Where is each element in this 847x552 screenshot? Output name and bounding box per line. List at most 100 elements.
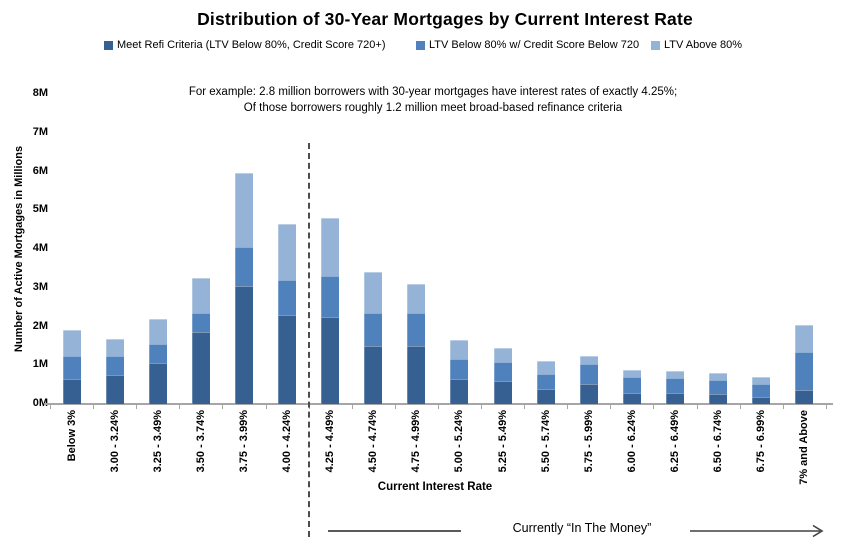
- y-tick-label: 5M: [32, 203, 48, 216]
- bar-segment: [278, 280, 297, 315]
- bar-segment: [407, 283, 426, 313]
- x-tick-label: 3.75 - 3.99%: [237, 410, 250, 473]
- y-tick-label: 0M: [32, 397, 48, 409]
- bar-stack: [364, 272, 383, 404]
- x-axis-tick: [222, 405, 224, 409]
- bar-segment: [234, 285, 253, 404]
- x-tick-label: 6.00 - 6.24%: [625, 410, 638, 473]
- bar-segment: [278, 223, 297, 280]
- bar-stack: [105, 338, 124, 404]
- x-axis-tick: [394, 405, 396, 409]
- legend-swatch-meet-refi-icon: [104, 40, 113, 50]
- bar-segment: [665, 393, 684, 404]
- bar-stack: [579, 355, 598, 404]
- bar-segment: [622, 377, 641, 394]
- x-tick-label: 3.00 - 3.24%: [108, 410, 121, 473]
- chart-title: Distribution of 30-Year Mortgages by Cur…: [197, 9, 693, 29]
- x-tick-label: 6.50 - 6.74%: [712, 410, 725, 473]
- bar-stack: [665, 371, 684, 404]
- bar-segment: [321, 276, 340, 317]
- bar-stack: [536, 360, 555, 404]
- bar-segment: [795, 324, 814, 352]
- in-the-money-label: Currently “In The Money”: [512, 521, 652, 535]
- bar-segment: [579, 383, 598, 404]
- bar-segment: [321, 316, 340, 404]
- y-tick-label: 2M: [32, 319, 48, 332]
- x-axis-tick: [93, 405, 95, 409]
- legend-label-ltv-above-80: LTV Above 80%: [664, 39, 743, 51]
- bar-segment: [105, 374, 124, 404]
- bar-stack: [709, 373, 728, 404]
- x-tick-label: 3.25 - 3.49%: [151, 410, 164, 473]
- bar-segment: [622, 369, 641, 378]
- x-axis-title: Current Interest Rate: [377, 481, 493, 493]
- bar-segment: [278, 314, 297, 404]
- bar-stack: [752, 377, 771, 404]
- x-tick-label: 4.00 - 4.24%: [281, 410, 294, 473]
- bar-segment: [579, 355, 598, 364]
- x-tick-label: 5.50 - 5.74%: [539, 410, 552, 473]
- bar-stack: [321, 218, 340, 404]
- y-tick-label: 4M: [32, 242, 48, 254]
- bar-segment: [450, 378, 469, 404]
- x-tick-label: 6.75 - 6.99%: [755, 410, 768, 473]
- legend-item-meet-refi: Meet Refi Criteria (LTV Below 80%, Credi…: [104, 39, 386, 51]
- bar-stack: [191, 278, 210, 404]
- legend-swatch-ltv-below-80-icon: [416, 40, 425, 50]
- y-tick-label: 6M: [32, 164, 48, 177]
- bar-segment: [234, 173, 253, 248]
- bar-segment: [795, 390, 814, 404]
- bar-segment: [752, 384, 771, 397]
- bar-segment: [407, 312, 426, 346]
- bar-segment: [665, 378, 684, 394]
- x-axis-tick: [524, 405, 526, 409]
- bar-segment: [364, 345, 383, 404]
- bar-segment: [62, 355, 81, 379]
- x-tick-label: Below 3%: [65, 410, 78, 462]
- bar-stack: [278, 223, 297, 404]
- bar-stack: [234, 173, 253, 404]
- bar-segment: [364, 312, 383, 346]
- bar-segment: [450, 340, 469, 360]
- bar-segment: [148, 318, 167, 344]
- x-tick-label: 7% and Above: [798, 410, 811, 485]
- x-axis-tick: [437, 405, 439, 409]
- x-tick-label: 5.75 - 5.99%: [582, 410, 595, 473]
- bar-segment: [105, 338, 124, 356]
- example-annotation-line2: Of those borrowers roughly 1.2 million m…: [243, 102, 623, 114]
- bar-segment: [450, 359, 469, 379]
- bar-segment: [752, 377, 771, 385]
- bar-segment: [105, 355, 124, 375]
- bar-stack: [622, 369, 641, 404]
- bar-segment: [62, 330, 81, 356]
- x-axis-tick: [825, 405, 827, 409]
- bar-segment: [191, 312, 210, 333]
- in-the-money-divider: [308, 143, 310, 537]
- x-axis-tick: [50, 405, 51, 409]
- bar-segment: [665, 371, 684, 379]
- x-axis-tick: [696, 405, 698, 409]
- in-the-money-arrow-icon: [690, 524, 824, 538]
- x-tick-label: 3.50 - 3.74%: [194, 410, 207, 473]
- bar-stack: [450, 340, 469, 404]
- x-axis-tick: [179, 405, 181, 409]
- bar-segment: [493, 380, 512, 404]
- bar-segment: [493, 347, 512, 363]
- bar-segment: [752, 396, 771, 404]
- x-tick-label: 6.25 - 6.49%: [668, 410, 681, 473]
- y-tick-label: 3M: [32, 280, 48, 293]
- y-tick-label: 8M: [32, 87, 48, 99]
- x-axis-tick: [481, 405, 482, 409]
- bar-stack: [493, 347, 512, 404]
- legend-label-meet-refi: Meet Refi Criteria (LTV Below 80%, Credi…: [117, 39, 386, 51]
- bar-segment: [579, 363, 598, 384]
- bar-stack: [407, 283, 426, 404]
- bar-segment: [709, 380, 728, 394]
- bar-segment: [148, 363, 167, 404]
- x-axis-tick: [136, 405, 138, 409]
- bar-segment: [191, 278, 210, 313]
- bar-stack: [148, 318, 167, 404]
- y-tick-label: 7M: [32, 125, 48, 138]
- legend-item-ltv-below-80: LTV Below 80% w/ Credit Score Below 720: [416, 39, 639, 51]
- bar-segment: [234, 247, 253, 286]
